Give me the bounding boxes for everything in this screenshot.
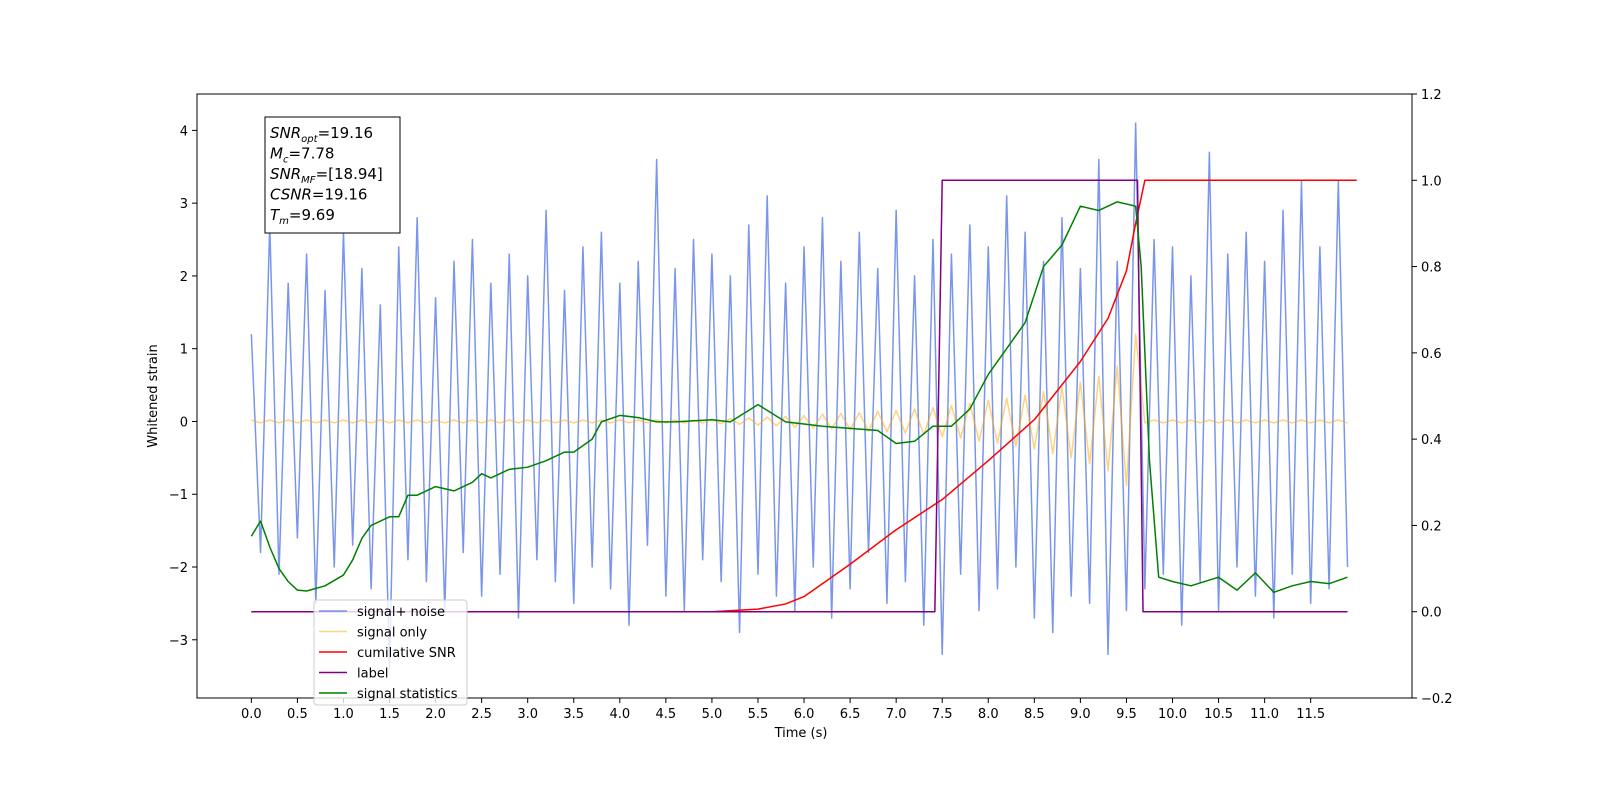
y-tick-label: −1 — [169, 488, 188, 503]
legend-box — [313, 599, 468, 706]
annotation-line: Tm=9.69 — [270, 206, 335, 227]
annotation-symbol: SNR — [270, 165, 301, 183]
legend-label: cumilative SNR — [357, 646, 456, 661]
annotation-line: Mc=7.78 — [270, 145, 334, 166]
y2-tick-label: 0.0 — [1421, 606, 1442, 621]
annotation-box — [264, 116, 401, 234]
y-tick-label: 3 — [180, 197, 188, 212]
x-tick-label: 1.0 — [333, 707, 354, 722]
x-tick-label: 11.5 — [1296, 707, 1325, 722]
annotation-text: =[18.94] — [316, 165, 383, 183]
y2-tick-label: 0.2 — [1421, 519, 1442, 534]
y-tick-label: 1 — [180, 343, 188, 358]
y2-tick-label: 0.4 — [1421, 433, 1442, 448]
plot-area — [250, 122, 1357, 670]
annotation-subscript: MF — [301, 175, 316, 186]
series-line — [251, 179, 1348, 613]
series-line — [250, 201, 1348, 594]
x-tick-label: 5.5 — [748, 707, 769, 722]
annotation-text: =7.78 — [288, 145, 334, 163]
y-tick-label: 0 — [180, 415, 188, 430]
annotation-symbol: T — [270, 206, 281, 224]
series-line — [250, 122, 1349, 670]
y-tick-label: 4 — [180, 124, 188, 139]
x-tick-label: 4.5 — [656, 707, 677, 722]
x-tick-label: 7.5 — [932, 707, 953, 722]
x-tick-label: 2.0 — [425, 707, 446, 722]
x-axis-label: Time (s) — [774, 726, 828, 741]
y2-tick-label: −0.2 — [1421, 692, 1453, 707]
x-tick-label: 11.0 — [1250, 707, 1279, 722]
y-axis-label: Whitened strain — [146, 344, 161, 447]
annotation-symbol: SNR — [270, 124, 301, 142]
annotation-subscript: c — [283, 155, 289, 166]
x-tick-label: 5.0 — [702, 707, 723, 722]
annotation-line: SNRMF=[18.94] — [270, 165, 383, 186]
series-line — [251, 333, 1348, 487]
y-tick-label: −2 — [169, 561, 188, 576]
annotation-text: =19.16 — [312, 186, 368, 204]
legend-label: signal statistics — [357, 687, 458, 702]
legend: signal+ noise signal only cumilative SNR la… — [313, 599, 468, 706]
x-tick-label: 3.0 — [517, 707, 538, 722]
x-tick-label: 8.5 — [1024, 707, 1045, 722]
annotation-line: SNRopt=19.16 — [270, 124, 373, 145]
annotation-subscript: opt — [301, 134, 318, 145]
x-tick-label: 9.0 — [1070, 707, 1091, 722]
series-line — [251, 179, 1357, 613]
annotation-text: =19.16 — [318, 124, 374, 142]
x-tick-label: 3.5 — [563, 707, 584, 722]
x-tick-label: 8.0 — [978, 707, 999, 722]
y2-tick-label: 1.2 — [1421, 88, 1442, 103]
x-tick-label: 9.5 — [1116, 707, 1137, 722]
legend-label: label — [357, 667, 388, 682]
x-tick-label: 4.0 — [609, 707, 630, 722]
legend-label: signal only — [357, 626, 427, 641]
x-tick-label: 6.0 — [794, 707, 815, 722]
annotation-line: CSNR=19.16 — [270, 186, 367, 204]
annotation-symbol: CSNR — [270, 186, 312, 204]
y2-tick-label: 1.0 — [1421, 174, 1442, 189]
x-tick-label: 2.5 — [471, 707, 492, 722]
y-tick-label: 2 — [180, 270, 188, 285]
y-tick-label: −3 — [169, 634, 188, 649]
legend-label: signal+ noise — [357, 605, 445, 620]
x-tick-label: 7.0 — [886, 707, 907, 722]
x-tick-label: 10.0 — [1158, 707, 1187, 722]
y2-tick-label: 0.8 — [1421, 261, 1442, 276]
x-tick-label: 10.5 — [1204, 707, 1233, 722]
x-tick-label: 0.0 — [241, 707, 262, 722]
y2-tick-label: 0.6 — [1421, 347, 1442, 362]
annotation-symbol: M — [270, 145, 283, 163]
x-tick-label: 1.5 — [379, 707, 400, 722]
annotation-subscript: m — [279, 216, 289, 227]
annotation-text: =9.69 — [289, 206, 335, 224]
x-tick-label: 6.5 — [840, 707, 861, 722]
annotation: SNRopt=19.16Mc=7.78SNRMF=[18.94]CSNR=19.… — [264, 116, 401, 234]
x-tick-label: 0.5 — [287, 707, 308, 722]
